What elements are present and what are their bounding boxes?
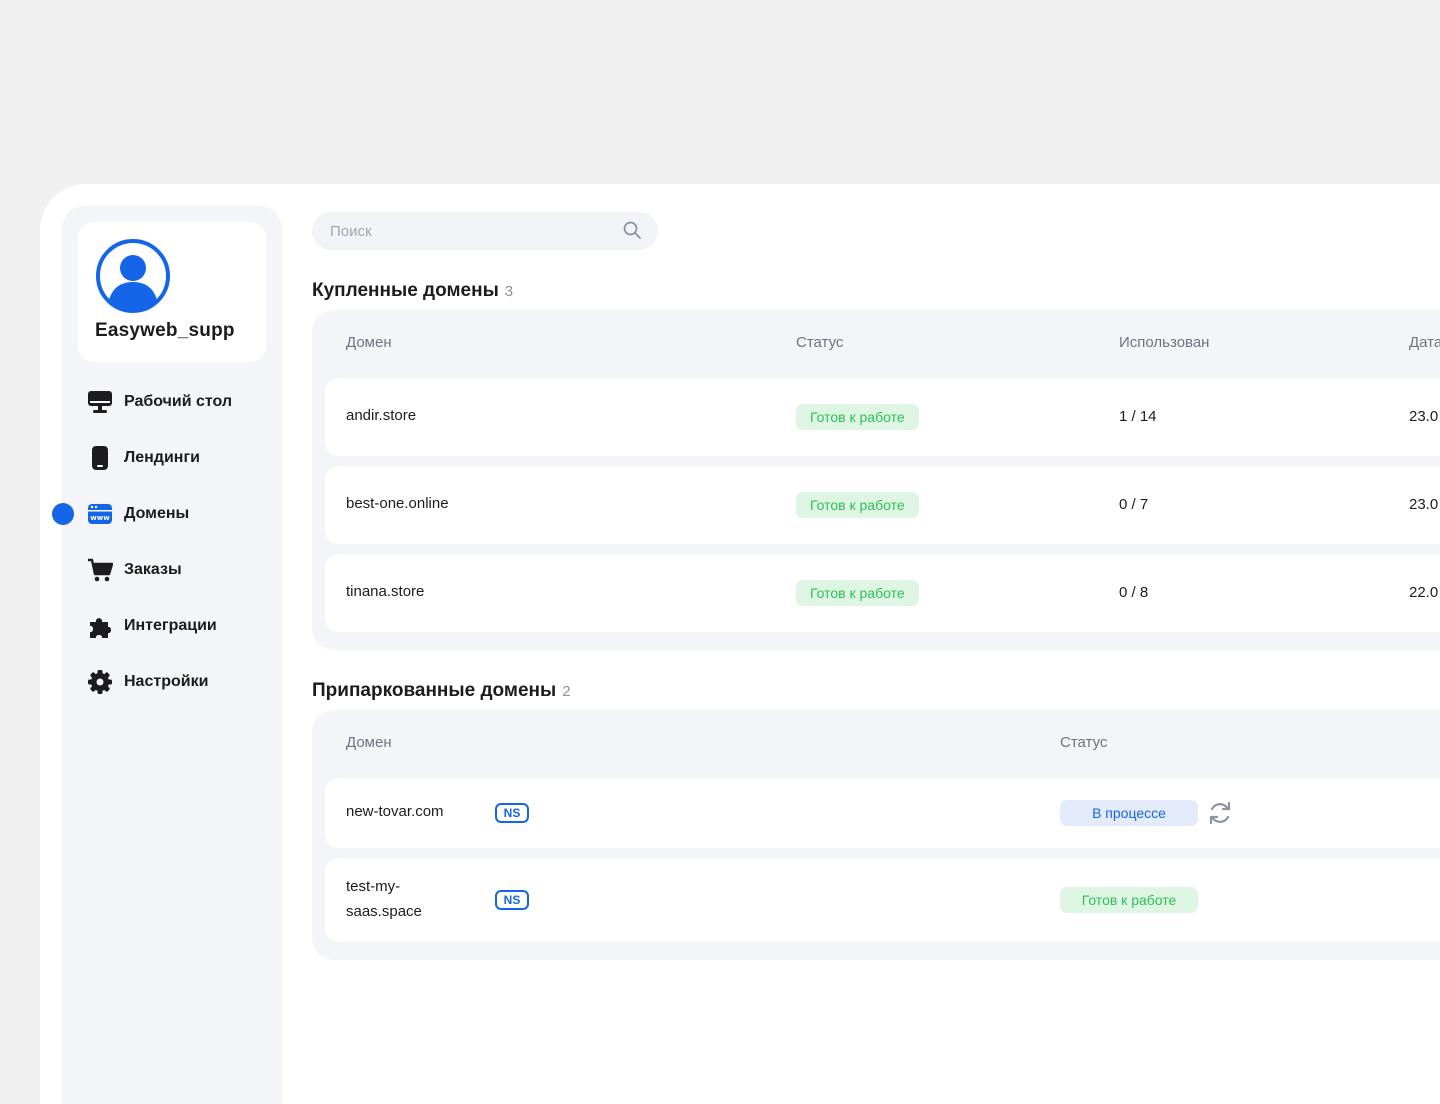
- avatar-icon: [96, 239, 170, 313]
- gear-icon: [86, 668, 114, 696]
- purchased-title-text: Купленные домены: [312, 280, 499, 301]
- column-header-domain[interactable]: Домен: [346, 734, 392, 751]
- purchased-domains-table: Домен Статус Использован Дата andir.stor…: [312, 310, 1440, 650]
- table-row[interactable]: new-tovar.com NS В процессе: [325, 778, 1440, 848]
- column-header-date[interactable]: Дата: [1409, 334, 1440, 351]
- table-header: Домен Статус: [312, 710, 1440, 776]
- sidebar-item-label: Заказы: [124, 561, 182, 578]
- search-bar[interactable]: [312, 212, 658, 250]
- sidebar-item-label: Настройки: [124, 673, 209, 690]
- phone-icon: [86, 444, 114, 472]
- ns-tag[interactable]: NS: [495, 803, 529, 823]
- parked-domains-title: Припаркованные домены 2: [312, 680, 571, 702]
- sidebar-item-orders[interactable]: Заказы: [62, 542, 282, 598]
- search-input[interactable]: [330, 222, 600, 240]
- column-header-status[interactable]: Статус: [796, 334, 844, 351]
- table-row[interactable]: andir.store Готов к работе 1 / 14 23.0: [325, 378, 1440, 456]
- puzzle-icon: [86, 612, 114, 640]
- svg-text:www: www: [90, 514, 110, 522]
- column-header-domain[interactable]: Домен: [346, 334, 392, 351]
- cart-icon: [86, 556, 114, 584]
- domain-name[interactable]: best-one.online: [346, 495, 449, 512]
- usage-count: 1 / 14: [1119, 408, 1157, 425]
- column-header-used[interactable]: Использован: [1119, 334, 1210, 351]
- username: Easyweb_supp: [95, 320, 235, 341]
- date-value: 23.0: [1409, 408, 1439, 425]
- status-badge: Готов к работе: [796, 404, 919, 430]
- sidebar-nav: Рабочий стол Лендинги: [52, 374, 282, 710]
- domain-name-line1[interactable]: test-my-: [346, 878, 401, 895]
- parked-count: 2: [562, 683, 571, 700]
- table-row[interactable]: test-my- saas.space NS Готов к работе: [325, 858, 1440, 942]
- column-header-status[interactable]: Статус: [1060, 734, 1108, 751]
- ns-tag[interactable]: NS: [495, 890, 529, 910]
- table-row[interactable]: best-one.online Готов к работе 0 / 7 23.…: [325, 466, 1440, 544]
- monitor-icon: [86, 388, 114, 416]
- purchased-domains-title: Купленные домены 3: [312, 280, 513, 302]
- table-row[interactable]: tinana.store Готов к работе 0 / 8 22.0: [325, 554, 1440, 632]
- app-window: Easyweb_supp Рабочий стол: [40, 184, 1440, 1104]
- date-value: 22.0: [1409, 584, 1439, 601]
- sidebar: Easyweb_supp Рабочий стол: [52, 206, 282, 1104]
- date-value: 23.0: [1409, 496, 1439, 513]
- usage-count: 0 / 7: [1119, 496, 1149, 513]
- sidebar-item-label: Интеграции: [124, 617, 217, 634]
- domain-name[interactable]: new-tovar.com: [346, 803, 444, 820]
- profile-card[interactable]: Easyweb_supp: [78, 222, 266, 362]
- table-header: Домен Статус Использован Дата: [312, 310, 1440, 376]
- refresh-icon[interactable]: [1207, 800, 1233, 826]
- domain-name[interactable]: andir.store: [346, 407, 417, 424]
- parked-domains-table: Домен Статус new-tovar.com NS В процессе…: [312, 710, 1440, 960]
- sidebar-item-label: Лендинги: [124, 449, 200, 466]
- usage-count: 0 / 8: [1119, 584, 1149, 601]
- status-badge: В процессе: [1060, 800, 1198, 826]
- domain-name[interactable]: tinana.store: [346, 583, 425, 600]
- purchased-count: 3: [504, 283, 514, 300]
- sidebar-item-domains[interactable]: www Домены: [52, 486, 282, 542]
- status-badge: Готов к работе: [796, 492, 919, 518]
- status-badge: Готов к работе: [796, 580, 919, 606]
- sidebar-item-landings[interactable]: Лендинги: [62, 430, 282, 486]
- sidebar-item-integrations[interactable]: Интеграции: [62, 598, 282, 654]
- domain-name-line2[interactable]: saas.space: [346, 903, 422, 920]
- active-indicator: [52, 503, 74, 525]
- www-icon: www: [86, 500, 114, 528]
- sidebar-item-label: Домены: [124, 505, 190, 522]
- search-icon[interactable]: [622, 220, 642, 240]
- parked-title-text: Припаркованные домены: [312, 680, 557, 701]
- status-badge: Готов к работе: [1060, 887, 1198, 913]
- sidebar-item-dashboard[interactable]: Рабочий стол: [62, 374, 282, 430]
- sidebar-item-settings[interactable]: Настройки: [62, 654, 282, 710]
- sidebar-item-label: Рабочий стол: [124, 393, 233, 410]
